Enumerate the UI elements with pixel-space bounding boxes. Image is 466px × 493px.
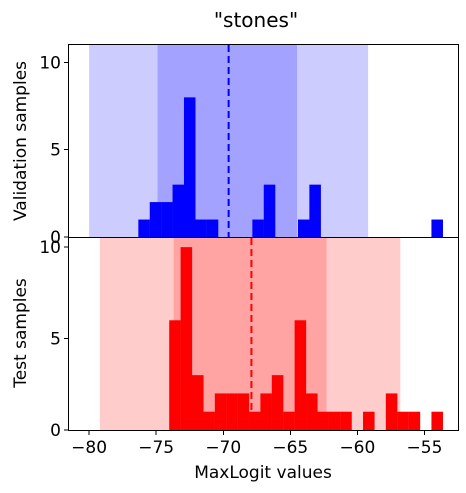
validation-y-tick-label-2: 10 (39, 53, 61, 73)
test-bar-2 (192, 375, 204, 430)
validation-bar-5 (195, 220, 207, 237)
test-bar-12 (306, 393, 318, 430)
test-y-ticks: 0 5 10 (39, 238, 69, 441)
x-tick-label-4: −60 (339, 438, 375, 458)
test-bar-15 (340, 412, 352, 430)
test-bar-20 (431, 412, 443, 430)
validation-bar-6 (207, 220, 219, 237)
test-bar-19 (409, 412, 421, 430)
test-bar-16 (363, 412, 375, 430)
x-tick-label-2: −70 (205, 438, 241, 458)
validation-bar-4 (184, 97, 196, 237)
test-bar-10 (283, 412, 295, 430)
validation-bar-11 (431, 220, 443, 237)
test-y-tick-label-2: 10 (39, 238, 61, 258)
test-bar-18 (397, 412, 409, 430)
validation-y-tick-label-1: 5 (50, 141, 61, 161)
test-y-label: Test samples (11, 278, 31, 389)
test-bar-5 (226, 393, 238, 430)
x-axis-ticks: −80 −75 −70 −65 −60 −55 (71, 430, 442, 458)
test-bar-1 (181, 247, 193, 430)
test-bar-6 (238, 393, 250, 430)
test-bar-3 (203, 412, 215, 430)
validation-bar-7 (252, 220, 264, 237)
test-bar-14 (329, 412, 341, 430)
test-bar-9 (272, 375, 284, 430)
test-bar-17 (386, 393, 398, 430)
test-y-tick-label-1: 5 (50, 330, 61, 350)
test-panel: 0 5 10 Test samples (11, 238, 459, 442)
validation-bar-9 (298, 220, 310, 237)
validation-bar-3 (173, 185, 185, 237)
test-bar-8 (260, 393, 272, 430)
x-tick-label-0: −80 (71, 438, 107, 458)
x-tick-label-3: −65 (272, 438, 308, 458)
validation-bar-8 (264, 185, 276, 237)
test-bands (100, 238, 400, 430)
validation-bar-1 (150, 202, 162, 237)
chart-title: "stones" (214, 8, 298, 32)
validation-bar-0 (138, 220, 150, 237)
x-tick-label-1: −75 (138, 438, 174, 458)
validation-y-label: Validation samples (11, 61, 31, 221)
validation-bar-2 (161, 202, 173, 237)
x-tick-label-5: −55 (407, 438, 443, 458)
test-bar-13 (317, 412, 329, 430)
test-y-tick-label-0: 0 (50, 421, 61, 441)
x-axis-label: MaxLogit values (194, 463, 332, 483)
validation-bar-10 (309, 185, 321, 237)
test-bar-11 (295, 320, 307, 430)
test-bar-4 (215, 393, 227, 430)
test-bar-0 (169, 320, 181, 430)
